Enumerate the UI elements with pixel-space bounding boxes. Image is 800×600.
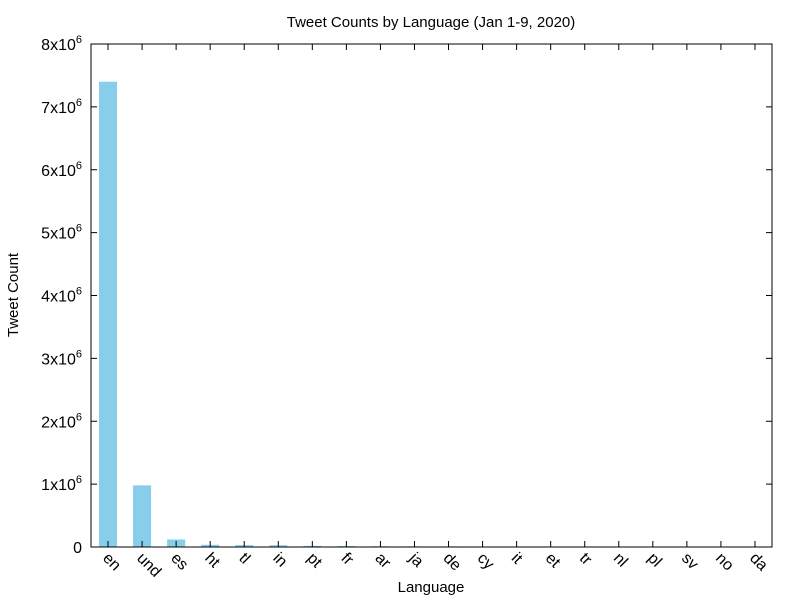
x-tick-label-cy: cy bbox=[474, 550, 497, 573]
x-tick-label-pl: pl bbox=[644, 550, 665, 571]
y-axis-ticks: 0 1x106 2x106 3x106 4x106 5x106 6x106 7x106 8x10… bbox=[41, 34, 772, 557]
x-axis-label: Language bbox=[398, 579, 465, 596]
x-tick-label-nl: nl bbox=[610, 550, 631, 571]
x-tick-label-ar: ar bbox=[372, 550, 395, 573]
bar-und bbox=[133, 485, 152, 547]
x-tick-label-de: de bbox=[440, 550, 465, 575]
y-tick-label: 4x106 bbox=[41, 286, 82, 306]
x-tick-label-da: da bbox=[746, 550, 771, 575]
y-tick-label: 5x106 bbox=[41, 223, 82, 243]
x-tick-label-ht: ht bbox=[201, 550, 223, 572]
x-tick-label-it: it bbox=[508, 550, 526, 568]
y-tick-label: 7x106 bbox=[41, 97, 82, 117]
x-tick-label-fr: fr bbox=[338, 550, 357, 569]
y-tick-label: 2x106 bbox=[41, 411, 82, 431]
x-tick-label-in: in bbox=[269, 550, 290, 571]
x-tick-label-tl: tl bbox=[235, 550, 253, 568]
x-tick-label-und: und bbox=[133, 550, 164, 581]
y-tick-label: 0 bbox=[73, 540, 82, 557]
y-axis-label: Tweet Count bbox=[5, 252, 22, 337]
x-tick-label-ja: ja bbox=[405, 549, 427, 571]
chart-title: Tweet Counts by Language (Jan 1-9, 2020) bbox=[287, 14, 576, 31]
y-tick-label: 6x106 bbox=[41, 160, 82, 180]
x-tick-label-pt: pt bbox=[303, 550, 325, 572]
x-tick-label-et: et bbox=[542, 550, 564, 572]
y-tick-label: 3x106 bbox=[41, 348, 82, 368]
y-tick-label: 8x106 bbox=[41, 34, 82, 54]
x-tick-label-tr: tr bbox=[576, 550, 595, 569]
bar-en bbox=[99, 81, 118, 547]
x-tick-label-en: en bbox=[99, 550, 124, 575]
x-tick-label-es: es bbox=[167, 550, 191, 574]
plot-frame bbox=[90, 43, 773, 548]
bars-group bbox=[99, 81, 764, 547]
x-tick-label-sv: sv bbox=[678, 550, 701, 573]
y-tick-label: 1x106 bbox=[41, 474, 82, 494]
x-tick-label-no: no bbox=[712, 550, 737, 575]
x-axis-ticks: en und es ht tl in pt fr ar ja de cy it et tr nl pl sv no d… bbox=[99, 44, 771, 581]
